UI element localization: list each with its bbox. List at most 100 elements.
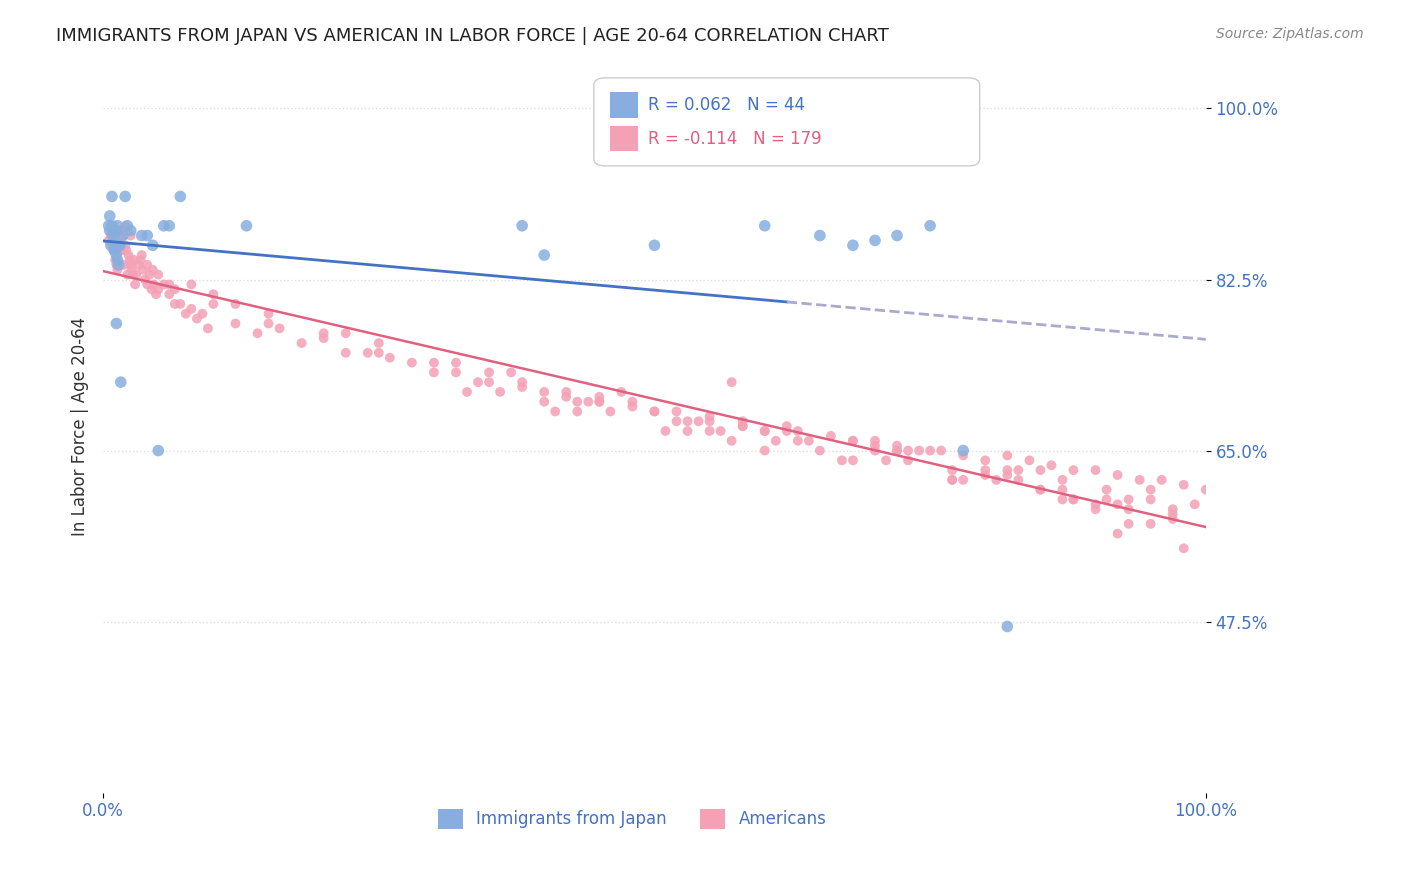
Point xyxy=(444,355,467,369)
Point xyxy=(117,248,139,262)
Point xyxy=(291,336,314,351)
Point xyxy=(842,434,865,448)
Point xyxy=(510,380,533,394)
Point xyxy=(776,424,799,438)
Point xyxy=(269,321,291,335)
Point xyxy=(555,390,578,404)
Point xyxy=(157,287,180,301)
Point xyxy=(533,384,555,399)
Point xyxy=(831,453,853,467)
Point xyxy=(995,468,1018,483)
Point xyxy=(974,468,997,483)
Point xyxy=(1095,492,1118,507)
Point xyxy=(122,268,145,282)
Point xyxy=(163,282,186,296)
Point xyxy=(886,443,908,458)
Point xyxy=(180,277,202,292)
Point xyxy=(202,297,225,311)
Point xyxy=(142,238,165,252)
Point xyxy=(533,248,555,262)
Point xyxy=(863,434,886,448)
Point xyxy=(134,272,156,286)
Point xyxy=(974,463,997,477)
Point xyxy=(124,277,146,292)
Point xyxy=(111,228,134,243)
Point xyxy=(101,238,124,252)
Point xyxy=(731,419,754,434)
Point xyxy=(224,297,246,311)
Point xyxy=(105,224,128,238)
Bar xyxy=(610,126,638,152)
Point xyxy=(186,311,208,326)
Point xyxy=(720,434,742,448)
Point xyxy=(142,277,165,292)
Point xyxy=(588,394,610,409)
Point xyxy=(108,238,131,252)
Point xyxy=(148,268,170,282)
Point xyxy=(665,414,688,428)
Point xyxy=(127,258,149,272)
Point xyxy=(152,219,174,233)
Point xyxy=(224,317,246,331)
Point xyxy=(941,473,963,487)
Point xyxy=(120,258,142,272)
Point xyxy=(897,443,920,458)
Point xyxy=(444,365,467,379)
Point xyxy=(157,277,180,292)
Point xyxy=(101,224,124,238)
Point xyxy=(699,409,721,424)
Point xyxy=(105,317,128,331)
Point xyxy=(842,238,865,252)
Point xyxy=(202,287,225,301)
Point xyxy=(886,439,908,453)
Point xyxy=(643,238,665,252)
Point xyxy=(1173,541,1195,556)
Point xyxy=(941,463,963,477)
Point xyxy=(107,219,129,233)
Point xyxy=(456,384,478,399)
Point xyxy=(1118,516,1140,531)
Point xyxy=(104,238,127,252)
Point xyxy=(567,404,589,418)
Point xyxy=(1139,516,1161,531)
Point xyxy=(110,224,132,238)
Point xyxy=(754,219,776,233)
Point xyxy=(132,262,155,277)
Point xyxy=(367,336,389,351)
Point xyxy=(1173,477,1195,491)
Point xyxy=(401,355,423,369)
Point xyxy=(510,219,533,233)
Text: R = 0.062   N = 44: R = 0.062 N = 44 xyxy=(648,96,804,114)
Point xyxy=(100,228,122,243)
Point xyxy=(643,404,665,418)
Point xyxy=(1052,473,1074,487)
Point xyxy=(257,317,280,331)
Point xyxy=(97,219,120,233)
Text: R = -0.114   N = 179: R = -0.114 N = 179 xyxy=(627,135,815,153)
Point xyxy=(103,243,125,257)
Point xyxy=(588,390,610,404)
Text: Source: ZipAtlas.com: Source: ZipAtlas.com xyxy=(1216,27,1364,41)
Point xyxy=(423,355,446,369)
Point xyxy=(908,443,931,458)
Point xyxy=(1161,512,1184,526)
Point xyxy=(163,297,186,311)
Point xyxy=(180,301,202,316)
Point xyxy=(121,262,143,277)
Point xyxy=(1052,483,1074,497)
Point xyxy=(423,365,446,379)
Point xyxy=(101,228,124,243)
Point xyxy=(101,189,124,203)
Point xyxy=(367,346,389,360)
Point xyxy=(107,243,129,257)
Point xyxy=(235,219,257,233)
Point xyxy=(131,228,153,243)
Point xyxy=(312,331,335,345)
Point xyxy=(98,209,121,223)
Point xyxy=(136,228,159,243)
Point xyxy=(1129,473,1152,487)
Point xyxy=(897,453,920,467)
Point xyxy=(1161,507,1184,521)
Point xyxy=(125,268,148,282)
Point xyxy=(335,326,357,341)
